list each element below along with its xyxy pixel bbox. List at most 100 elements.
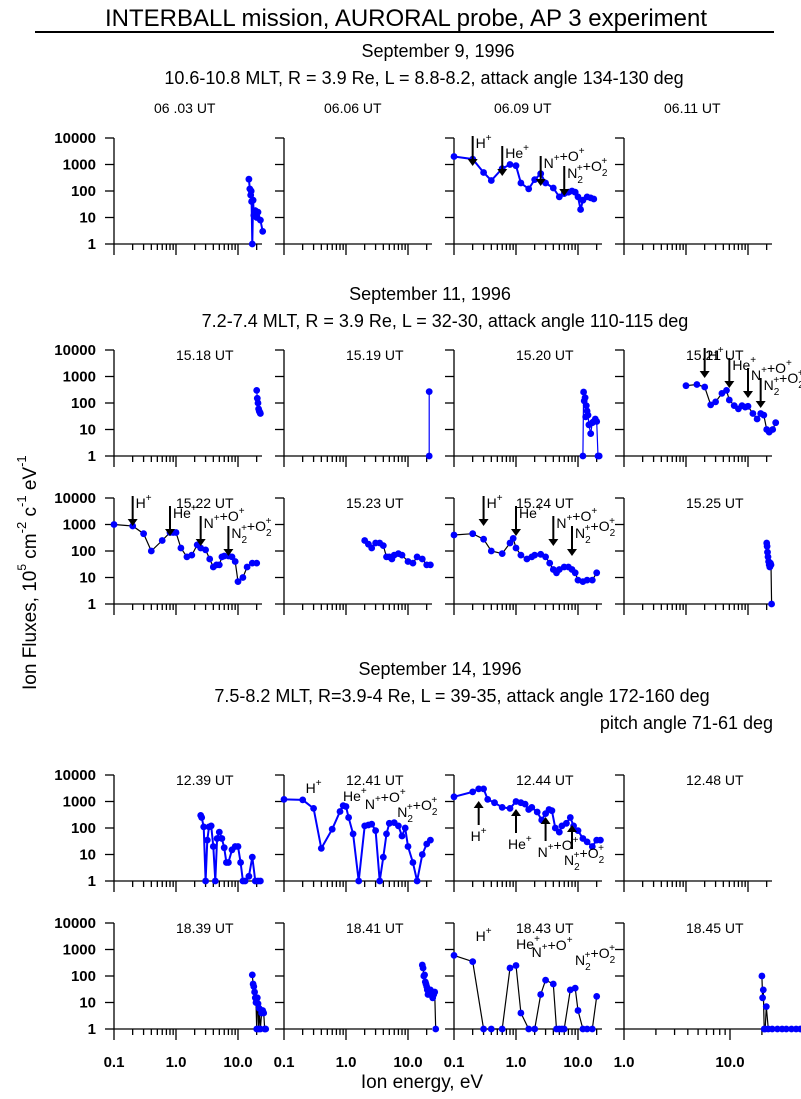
data-point: [257, 410, 264, 417]
data-point: [584, 411, 592, 419]
data-point: [581, 394, 589, 401]
annotation-h: H+: [127, 493, 152, 526]
data-point: [198, 814, 206, 821]
data-point: [310, 805, 317, 812]
arrow-down-icon: [164, 529, 175, 536]
arrow-up-icon: [473, 801, 484, 808]
panel-time-label: 15.25 UT: [686, 495, 744, 511]
data-point: [583, 576, 591, 584]
annotation-no: N++O+: [743, 358, 792, 398]
data-point: [498, 804, 506, 811]
data-point: [225, 859, 232, 866]
annotation-label: N++O+: [751, 358, 792, 383]
data-point: [774, 1025, 781, 1033]
data-point: [583, 838, 591, 846]
data-point: [531, 176, 539, 184]
annotation-h: H+: [476, 926, 492, 944]
data-point: [213, 835, 221, 842]
x-tick-label: 0.1: [104, 1054, 125, 1071]
data-point: [723, 387, 730, 394]
data-point: [579, 452, 587, 460]
data-point: [593, 569, 601, 577]
data-point: [349, 830, 357, 838]
annotation-label: N2++O2+: [575, 943, 616, 973]
ylabel-exp4: -1: [14, 455, 29, 467]
data-point: [427, 836, 434, 844]
panel-time-label: 06.09 UT: [494, 100, 552, 116]
data-point: [202, 546, 210, 554]
data-point: [401, 824, 409, 832]
data-point: [768, 1025, 776, 1033]
data-point: [207, 822, 215, 830]
data-point: [368, 544, 376, 552]
y-tick-label: 1: [88, 1021, 96, 1038]
annotation-n2o2: N2++O2+: [564, 825, 605, 873]
x-tick-label: 10.0: [563, 1054, 592, 1071]
data-point: [749, 410, 757, 417]
data-point: [682, 382, 690, 390]
data-point: [379, 853, 387, 861]
annotation-n2o2: N2++O2+: [559, 156, 608, 196]
series-line: [685, 383, 777, 433]
data-point: [593, 418, 601, 425]
data-point: [243, 563, 251, 571]
data-point: [431, 988, 439, 996]
data-point: [260, 1009, 268, 1017]
data-point: [517, 551, 525, 559]
arrow-up-icon: [511, 809, 521, 816]
annotation-label: He+: [519, 503, 543, 521]
data-point: [590, 195, 598, 203]
y-tick-label: 100: [71, 968, 96, 985]
data-point: [234, 843, 242, 850]
data-point: [177, 544, 185, 552]
data-point: [772, 419, 780, 427]
x-axis-label: Ion energy, eV: [361, 1072, 484, 1093]
data-point: [542, 553, 549, 561]
section-date-1: September 9, 1996: [361, 41, 514, 61]
data-point: [555, 193, 563, 201]
panel-time-label: 18.43 UT: [516, 920, 574, 936]
data-point: [763, 542, 771, 550]
annotation-no: N++O+: [365, 787, 406, 812]
data-point: [231, 558, 239, 565]
annotation-label: H+: [471, 826, 487, 844]
y-tick-label: 10000: [54, 130, 96, 147]
data-point: [480, 785, 487, 793]
panels-group: 1 10 100 1000 10000 06 .03 UT 06.06 UT 06.09 UT…: [54, 100, 801, 1071]
data-point: [450, 153, 458, 160]
annotation-label: N++O+: [556, 506, 597, 531]
data-point: [480, 535, 487, 543]
y-tick-label: 1000: [63, 942, 96, 959]
data-point: [762, 1003, 770, 1010]
data-point: [767, 561, 775, 569]
data-point: [588, 1025, 596, 1033]
section-info-3b: pitch angle 71-61 deg: [600, 713, 773, 733]
annotation-no: N++O+: [538, 817, 579, 860]
data-point: [218, 835, 226, 842]
data-point: [345, 814, 352, 821]
data-point: [398, 832, 406, 840]
annotation-label: N2++O2+: [567, 156, 608, 186]
data-point: [491, 799, 498, 807]
panel-1518: 1 10 100 1000 10000 15.18 UT: [54, 342, 264, 467]
data-point: [469, 958, 477, 965]
ylabel-c: c: [20, 507, 41, 522]
y-tick-label: 1000: [63, 369, 96, 386]
y-axis-label: Ion Fluxes, 105 cm-2 c-1 eV-1: [14, 455, 41, 690]
panel-1519: 15.19 UT: [275, 347, 433, 467]
x-tick-label: 1.0: [614, 1054, 635, 1071]
annotation-he: He+: [508, 809, 532, 852]
data-point: [253, 994, 261, 1002]
data-point: [248, 971, 256, 979]
data-point: [582, 402, 590, 409]
data-point: [571, 569, 579, 577]
data-point: [239, 574, 247, 581]
y-tick-label: 10: [79, 570, 96, 587]
data-point: [248, 240, 256, 248]
data-point: [404, 843, 412, 850]
data-point: [129, 522, 137, 530]
panel-1845: 1.0 10.0 18.45 UT: [614, 920, 801, 1071]
data-point: [593, 993, 601, 1000]
annotation-label: H+: [476, 133, 492, 151]
panel-time-label: 12.41 UT: [346, 772, 404, 788]
